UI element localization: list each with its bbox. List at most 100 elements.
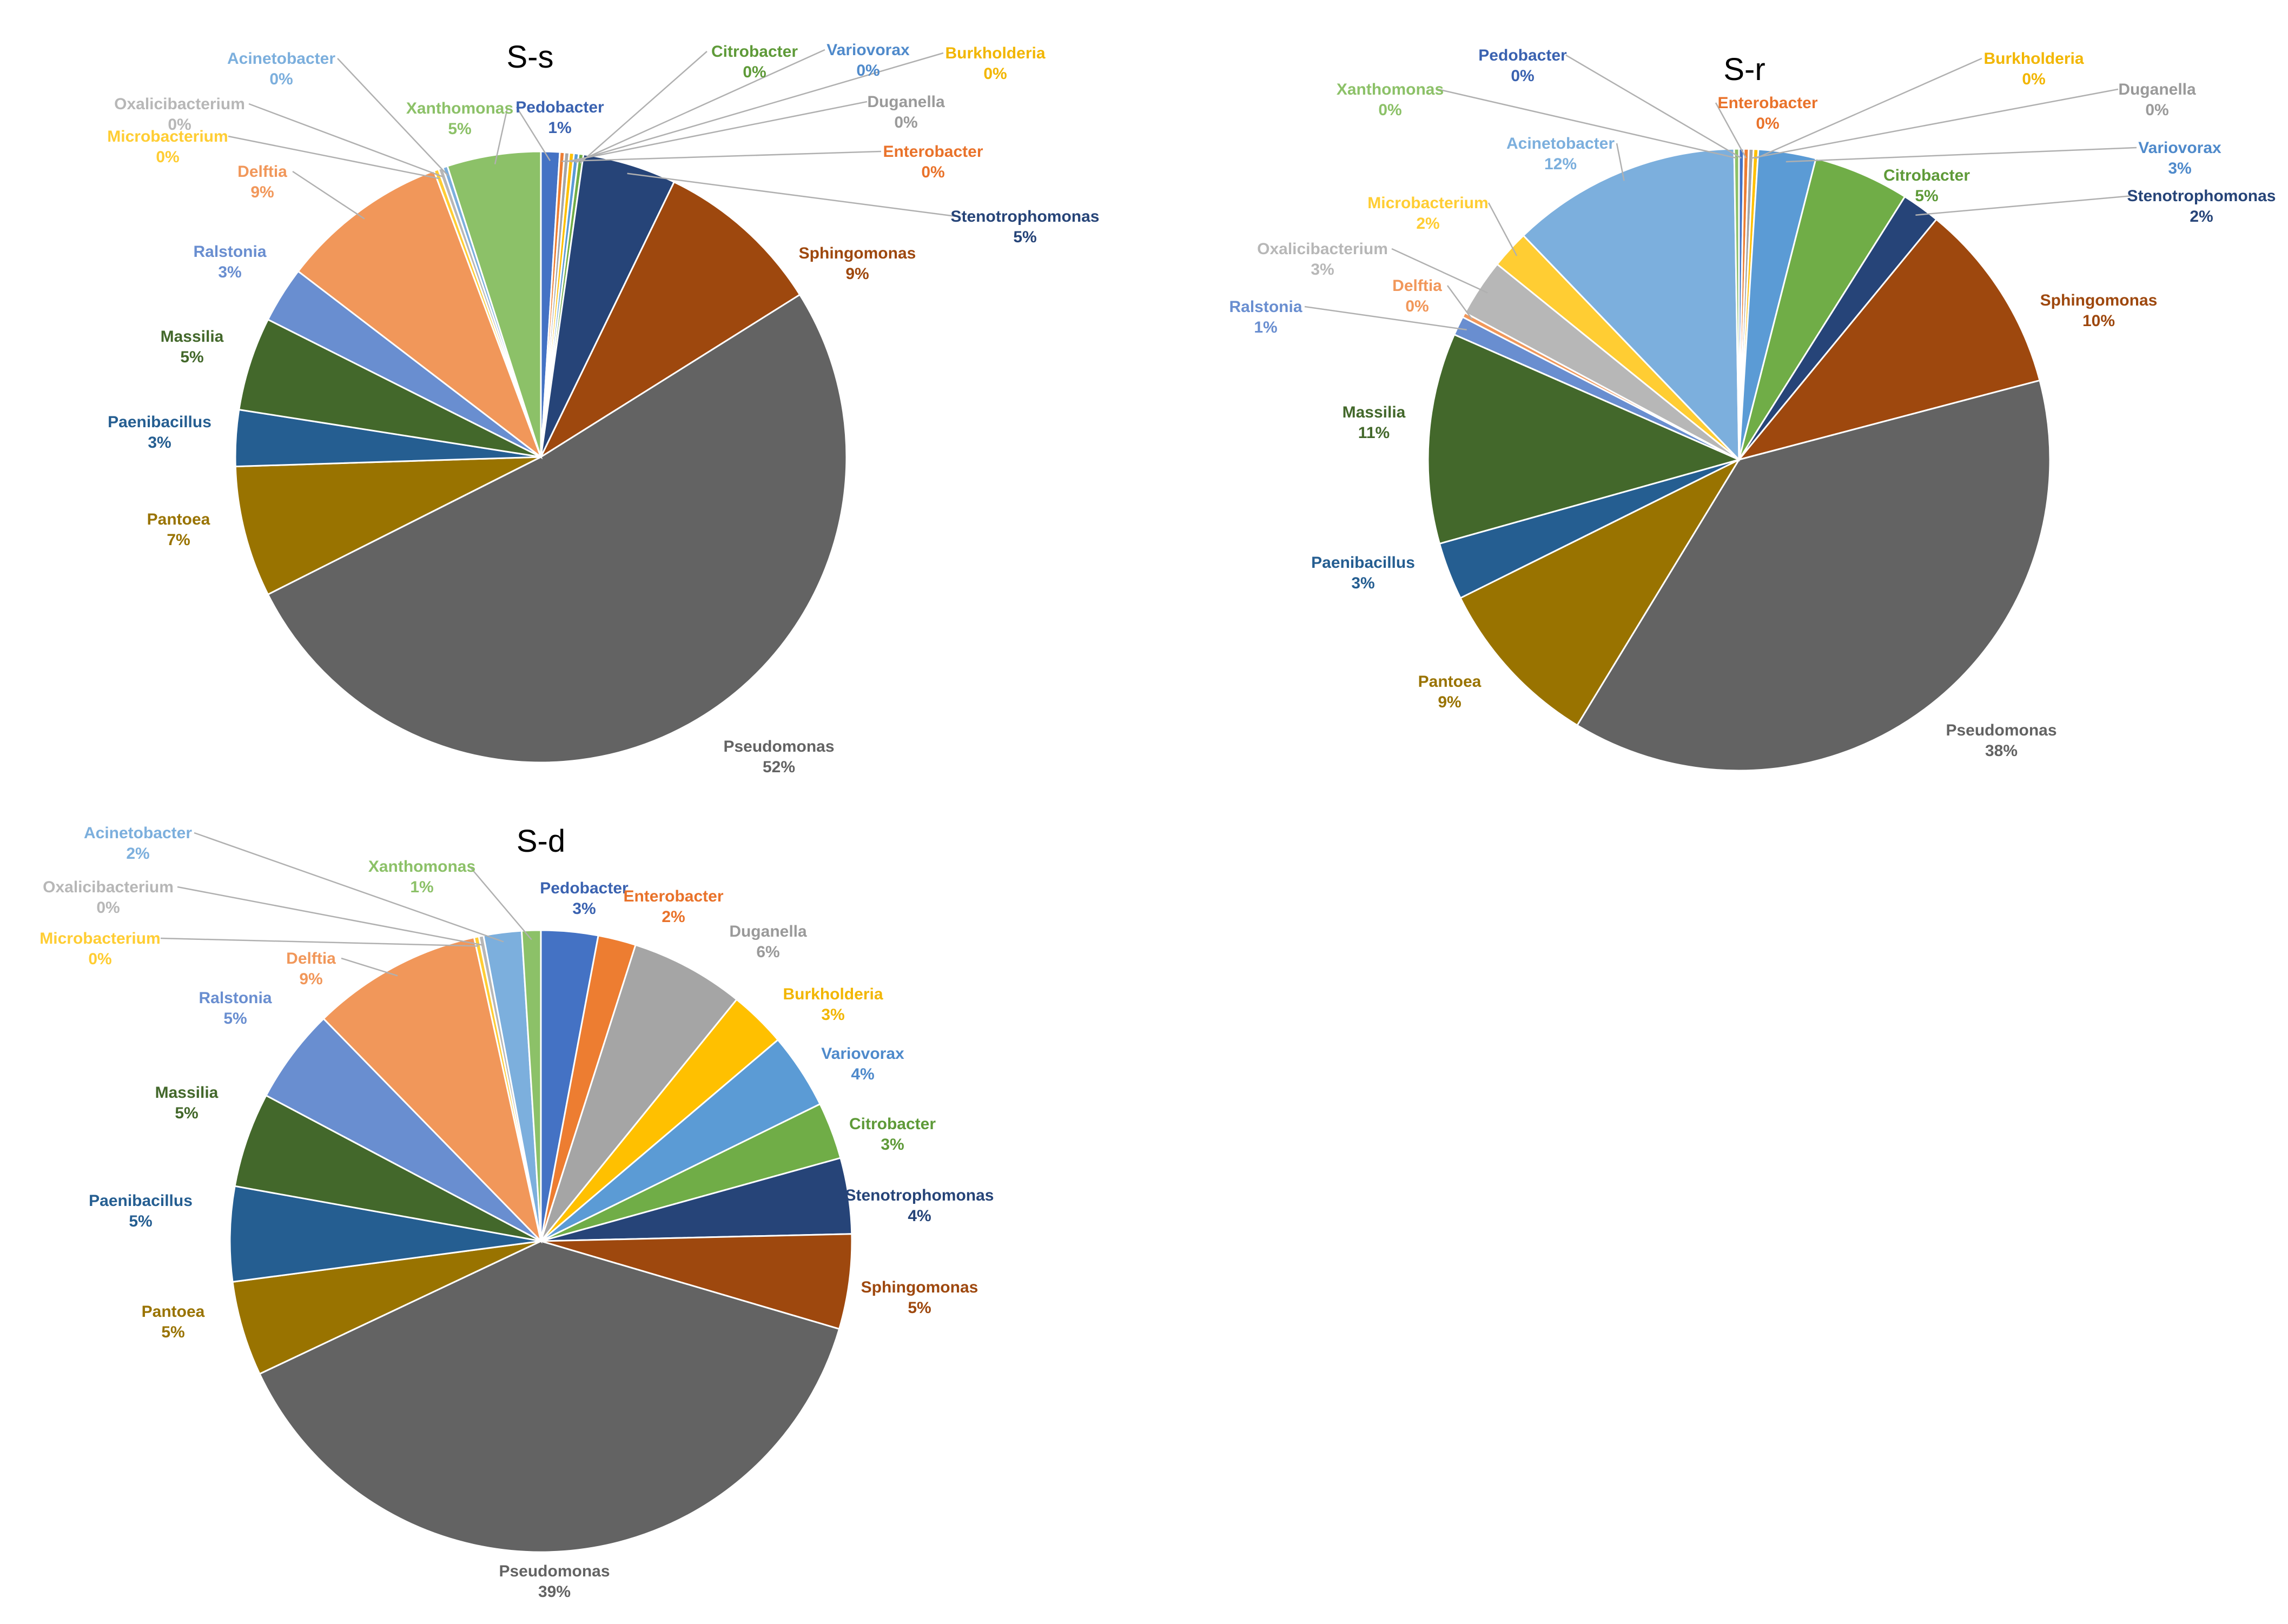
leader-line-enterobacter — [1715, 102, 1747, 159]
slice-value-microbacterium: 0% — [88, 950, 111, 968]
leader-line-delftia — [292, 170, 365, 220]
slice-value-pseudomonas: 38% — [1985, 742, 2018, 760]
pie-labels-s-s: Pedobacter 1% Enterobacter 0% Duganella 0% Bur… — [107, 41, 1099, 776]
slice-value-pedobacter: 3% — [572, 900, 596, 918]
pie-slice-pseudomonas — [1576, 379, 2051, 772]
pie-slice-pantoea — [232, 1240, 541, 1375]
slice-value-burkholderia: 0% — [2022, 70, 2045, 88]
slice-label-acinetobacter: Acinetobacter — [1506, 135, 1615, 153]
slice-label-oxalicibacterium: Oxalicibacterium — [1257, 240, 1388, 258]
leader-line-stenotrophomonas — [627, 173, 956, 217]
leader-line-duganella — [1750, 88, 2119, 159]
slice-label-microbacterium: Microbacterium — [1367, 194, 1488, 212]
slice-label-sphingomonas: Sphingomonas — [861, 1278, 978, 1296]
pie-slice-massilia — [238, 318, 541, 458]
slice-value-burkholderia: 0% — [983, 65, 1007, 83]
leader-line-duganella — [566, 101, 868, 163]
leader-line-variovorax — [1786, 147, 2137, 163]
pie-slice-massilia — [234, 1094, 541, 1242]
slice-value-citrobacter: 5% — [1915, 187, 1938, 205]
slice-label-variovorax: Variovorax — [826, 41, 910, 59]
slice-value-paenibacillus: 3% — [148, 434, 171, 452]
leader-line-acinetobacter — [1616, 143, 1625, 181]
slice-value-acinetobacter: 0% — [269, 70, 293, 88]
slice-label-delftia: Delftia — [237, 163, 287, 181]
slice-label-ralstonia: Ralstonia — [193, 243, 266, 261]
leader-line-pedobacter — [515, 107, 551, 161]
leader-line-acinetobacter — [194, 832, 504, 943]
slice-value-sphingomonas: 9% — [845, 265, 869, 283]
slice-value-delftia: 9% — [299, 970, 322, 988]
leader-line-citrobacter — [579, 51, 707, 164]
pie-chart-s-d: S-d Pedobacter 3% Enterobacter 2% Duganella 6… — [39, 824, 994, 1601]
slice-value-acinetobacter: 12% — [1544, 155, 1577, 173]
slice-value-stenotrophomonas: 5% — [1013, 228, 1036, 246]
slice-value-pantoea: 7% — [167, 531, 190, 549]
pie-slice-delftia — [297, 169, 543, 460]
slice-label-delftia: Delftia — [286, 950, 336, 967]
slice-value-enterobacter: 0% — [1756, 115, 1779, 132]
slice-label-stenotrophomonas: Stenotrophomonas — [2127, 187, 2276, 205]
slice-value-oxalicibacterium: 3% — [1311, 261, 1334, 279]
slice-value-microbacterium: 2% — [1416, 215, 1439, 233]
slice-value-xanthomonas: 5% — [448, 120, 471, 138]
slice-label-variovorax: Variovorax — [2138, 139, 2221, 157]
slice-value-ralstonia: 3% — [218, 263, 241, 281]
slice-label-sphingomonas: Sphingomonas — [2040, 291, 2158, 309]
pie-slice-pseudomonas — [259, 1240, 841, 1553]
pie-slice-ralstonia — [264, 1017, 542, 1242]
slice-label-pseudomonas: Pseudomonas — [499, 1562, 610, 1580]
chart-title-s-s: S-s — [507, 39, 554, 75]
slice-label-citrobacter: Citrobacter — [849, 1115, 936, 1133]
slice-value-burkholderia: 3% — [821, 1006, 844, 1024]
slice-label-duganella: Duganella — [867, 93, 945, 111]
pie-slice-citrobacter — [1738, 157, 1906, 460]
slice-value-massilia: 11% — [1358, 424, 1390, 442]
slice-value-pseudomonas: 39% — [538, 1583, 571, 1601]
slice-label-sphingomonas: Sphingomonas — [799, 244, 916, 262]
slice-label-microbacterium: Microbacterium — [39, 930, 160, 947]
slice-value-pseudomonas: 52% — [763, 758, 795, 776]
slice-value-delftia: 0% — [1405, 297, 1429, 315]
pie-slice-paenibacillus — [229, 1185, 541, 1283]
leader-line-xanthomonas — [494, 108, 508, 164]
slice-label-paenibacillus: Paenibacillus — [108, 413, 211, 431]
pie-slices-s-r — [1427, 148, 2051, 772]
slice-label-burkholderia: Burkholderia — [1983, 50, 2084, 68]
slice-value-ralstonia: 5% — [223, 1010, 247, 1028]
slice-label-enterobacter: Enterobacter — [623, 887, 723, 905]
pie-slices-s-s — [234, 150, 848, 764]
slice-label-burkholderia: Burkholderia — [945, 44, 1045, 62]
slice-label-massilia: Massilia — [161, 328, 224, 346]
slice-label-ralstonia: Ralstonia — [1229, 298, 1302, 316]
slice-label-pseudomonas: Pseudomonas — [1946, 721, 2056, 739]
leader-line-oxalicibacterium — [248, 103, 444, 178]
slice-label-duganella: Duganella — [2118, 81, 2196, 98]
slice-value-variovorax: 4% — [851, 1065, 874, 1083]
slice-value-sphingomonas: 10% — [2082, 312, 2115, 330]
pie-slice-acinetobacter — [1522, 148, 1740, 462]
slice-label-acinetobacter: Acinetobacter — [84, 824, 192, 842]
slice-label-variovorax: Variovorax — [821, 1045, 904, 1063]
slice-value-duganella: 0% — [2145, 101, 2168, 119]
leader-line-oxalicibacterium — [1391, 248, 1488, 294]
slice-value-sphingomonas: 5% — [908, 1299, 931, 1317]
slice-value-oxalicibacterium: 0% — [96, 899, 120, 917]
pie-labels-s-d: Pedobacter 3% Enterobacter 2% Duganella 6% Bur… — [39, 824, 994, 1601]
slice-label-microbacterium: Microbacterium — [107, 128, 228, 145]
slice-value-pantoea: 5% — [161, 1323, 184, 1341]
slice-value-acinetobacter: 2% — [126, 845, 149, 863]
slice-value-stenotrophomonas: 4% — [908, 1207, 931, 1225]
pie-slice-pantoea — [234, 456, 541, 596]
leader-line-stenotrophomonas — [1915, 195, 2133, 216]
slice-value-enterobacter: 2% — [662, 908, 685, 926]
leader-line-pedobacter — [1565, 54, 1742, 159]
slice-label-xanthomonas: Xanthomonas — [1337, 81, 1444, 98]
leader-line-variovorax — [575, 49, 825, 163]
slice-label-stenotrophomonas: Stenotrophomonas — [845, 1186, 994, 1204]
slice-value-pantoea: 9% — [1438, 693, 1461, 711]
slice-label-paenibacillus: Paenibacillus — [1311, 554, 1415, 572]
slice-label-acinetobacter: Acinetobacter — [227, 50, 335, 68]
pie-slice-xanthomonas — [446, 150, 542, 458]
pie-chart-s-s: S-s Pedobacter 1% Enterobacter 0% Duganella 0… — [107, 39, 1099, 776]
